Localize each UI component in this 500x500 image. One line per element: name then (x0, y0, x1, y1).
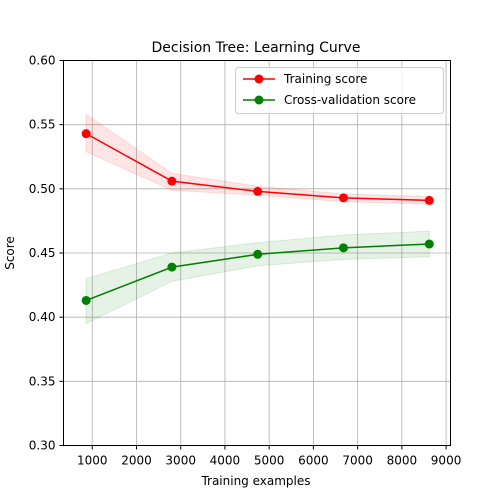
y-tick-label: 0.50 (29, 182, 56, 196)
y-tick-label: 0.45 (29, 246, 56, 260)
confidence-band-cv (85, 230, 430, 325)
x-tick-label: 2000 (121, 454, 152, 468)
y-tick-label: 0.55 (29, 118, 56, 132)
data-point-cv (253, 249, 263, 259)
confidence-bands (85, 113, 430, 325)
x-tick-label: 7000 (342, 454, 373, 468)
data-point-training (81, 129, 91, 139)
legend-marker-cv (254, 95, 264, 105)
data-point-cv (424, 239, 434, 249)
y-tick-label: 0.30 (29, 439, 56, 453)
y-tick-label: 0.40 (29, 310, 56, 324)
data-point-cv (338, 243, 348, 253)
data-point-cv (167, 262, 177, 272)
x-tick-label: 6000 (298, 454, 329, 468)
legend-label-cv: Cross-validation score (284, 93, 416, 107)
data-point-cv (81, 295, 91, 305)
y-axis-label: Score (3, 236, 17, 270)
legend-label-training: Training score (283, 72, 367, 86)
x-tick-label: 5000 (254, 454, 285, 468)
legend-marker-training (254, 74, 264, 84)
data-point-training (424, 195, 434, 205)
chart-title: Decision Tree: Learning Curve (152, 40, 361, 56)
axis-ticks: 1000 2000 3000 4000 5000 6000 7000 8000 9000 0.30… (29, 54, 462, 468)
legend: Training score Cross-validation score (235, 67, 444, 114)
x-tick-label: 8000 (387, 454, 418, 468)
x-tick-label: 4000 (210, 454, 241, 468)
data-point-training (167, 176, 177, 186)
y-tick-label: 0.60 (29, 54, 56, 68)
data-point-training (338, 193, 348, 203)
y-tick-label: 0.35 (29, 374, 56, 388)
x-tick-label: 1000 (77, 454, 108, 468)
data-point-training (253, 186, 263, 196)
legend-box (235, 67, 444, 114)
series-markers (81, 129, 434, 305)
x-axis-label: Training examples (200, 474, 310, 488)
x-tick-label: 3000 (165, 454, 196, 468)
x-tick-label: 9000 (431, 454, 462, 468)
